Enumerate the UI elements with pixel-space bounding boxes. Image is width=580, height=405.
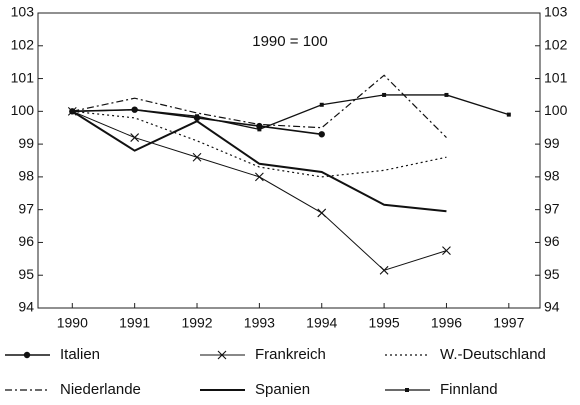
point (506, 112, 511, 117)
x-tick-label: 1995 (369, 315, 400, 331)
point (442, 246, 451, 256)
legend-label: Italien (60, 346, 100, 363)
legend-marker (405, 388, 409, 392)
y2-tick-label: 102 (544, 36, 568, 52)
point (130, 133, 140, 142)
legend-label: Finnland (440, 381, 498, 398)
x-tick-label: 1994 (306, 315, 337, 331)
y-tick-label: 96 (18, 233, 34, 249)
point (382, 92, 387, 97)
y2-tick-label: 98 (544, 168, 560, 184)
x-tick-label: 1996 (431, 315, 462, 331)
y-tick-label: 102 (11, 36, 35, 52)
y-tick-label: 95 (18, 266, 34, 282)
series-line (72, 74, 447, 138)
legend-label: Niederlande (60, 381, 141, 398)
point (192, 152, 202, 162)
point (379, 265, 389, 275)
point (318, 131, 325, 138)
point (444, 92, 449, 97)
y-tick-label: 94 (18, 299, 34, 315)
point (254, 172, 264, 182)
legend-label: Spanien (255, 381, 310, 398)
series-line (71, 110, 447, 213)
y-tick-label: 99 (18, 135, 34, 151)
x-tick-label: 1993 (244, 315, 275, 331)
x-tick-label: 1997 (493, 315, 524, 331)
point (317, 208, 327, 218)
y2-tick-label: 99 (544, 135, 560, 151)
x-tick-label: 1991 (119, 315, 150, 331)
y-tick-label: 100 (11, 102, 35, 118)
point (195, 114, 200, 119)
point (132, 107, 137, 112)
y-tick-label: 98 (18, 168, 34, 184)
point (70, 109, 75, 114)
legend-label: Frankreich (255, 346, 326, 363)
annotation: 1990 = 100 (252, 33, 328, 50)
legend-marker (217, 350, 227, 360)
y2-tick-label: 94 (544, 299, 560, 315)
y2-tick-label: 100 (544, 102, 568, 118)
point (257, 127, 262, 132)
plot-frame (37, 12, 541, 309)
y-tick-label: 101 (11, 69, 35, 85)
series-line (72, 94, 510, 131)
x-tick-label: 1992 (181, 315, 212, 331)
y-tick-label: 103 (11, 4, 35, 20)
y2-tick-label: 96 (544, 233, 560, 249)
series-line (72, 110, 447, 178)
y2-tick-label: 103 (544, 4, 568, 20)
y2-tick-label: 101 (544, 69, 568, 85)
y2-tick-label: 97 (544, 200, 560, 216)
series-line (72, 110, 447, 271)
x-tick-label: 1990 (57, 315, 88, 331)
legend-label: W.-Deutschland (440, 346, 546, 363)
point (319, 102, 324, 107)
y-tick-label: 97 (18, 200, 34, 216)
legend-marker (23, 351, 31, 359)
y2-tick-label: 95 (544, 266, 560, 282)
